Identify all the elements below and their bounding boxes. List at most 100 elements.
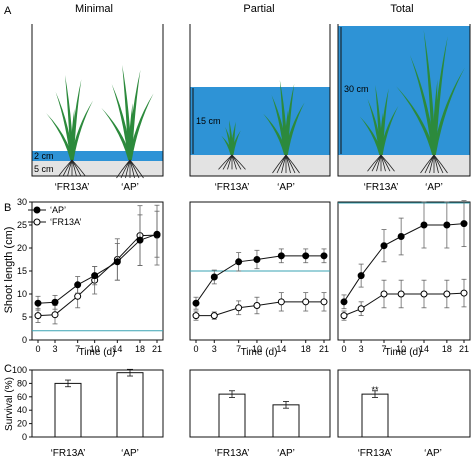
root bbox=[376, 154, 382, 172]
x-tick-label: 0 bbox=[193, 344, 198, 354]
x-tick-label: 7 bbox=[75, 344, 80, 354]
data-point bbox=[74, 292, 82, 300]
leaf bbox=[409, 55, 436, 155]
data-point bbox=[210, 312, 218, 320]
root bbox=[125, 159, 131, 179]
soil-layer bbox=[190, 155, 330, 176]
panel-letter-c: C bbox=[4, 363, 12, 375]
data-point bbox=[420, 221, 428, 229]
genotype-label-fr13a: ‘FR13A’ bbox=[215, 182, 250, 193]
x-tick-label: 0 bbox=[341, 344, 346, 354]
leaf bbox=[55, 92, 74, 160]
x-tick-label: 0 bbox=[35, 344, 40, 354]
y-tick-label: 20 bbox=[17, 419, 27, 429]
genotype-label-ap: ‘AP’ bbox=[425, 182, 443, 193]
data-point bbox=[253, 256, 261, 263]
line-chart-total: 0 3 7 10 14 18 21 bbox=[337, 200, 471, 354]
root bbox=[429, 154, 435, 174]
legend: ‘AP’ ‘FR13A’ bbox=[28, 205, 81, 227]
x-tick-label: 10 bbox=[252, 344, 262, 354]
legend-label-ap: ‘AP’ bbox=[50, 205, 66, 215]
series-ap bbox=[192, 248, 328, 310]
category-label: ‘FR13A’ bbox=[358, 448, 393, 459]
data-point bbox=[34, 312, 42, 320]
genotype-label-ap: ‘AP’ bbox=[121, 182, 139, 193]
leaf bbox=[230, 134, 234, 155]
category-label: ‘FR13A’ bbox=[215, 448, 250, 459]
line-chart-minimal: 0 3 7 10 14 18 21 0 5 10 15 20 25 30 bbox=[17, 197, 164, 354]
data-point bbox=[320, 252, 328, 260]
bar bbox=[218, 393, 246, 438]
series-fr13a bbox=[192, 292, 328, 321]
category-label: ‘AP’ bbox=[277, 448, 295, 459]
root bbox=[380, 154, 395, 172]
treatment-title-total: Total bbox=[390, 3, 413, 15]
leaf bbox=[379, 106, 399, 155]
data-point bbox=[460, 289, 468, 297]
plot-frame bbox=[31, 369, 164, 438]
y-tick-label: 40 bbox=[17, 405, 27, 415]
container-total: 30 cm bbox=[337, 24, 471, 177]
water-layer bbox=[190, 87, 330, 155]
x-tick-label: 3 bbox=[212, 344, 217, 354]
plants bbox=[46, 30, 465, 179]
leaf bbox=[101, 107, 132, 160]
series-fr13a bbox=[340, 278, 468, 321]
rice-plant bbox=[101, 65, 154, 179]
x-tick-label: 18 bbox=[135, 344, 145, 354]
root bbox=[227, 154, 233, 170]
data-point bbox=[51, 298, 59, 306]
x-tick-label: 18 bbox=[442, 344, 452, 354]
data-point bbox=[91, 272, 99, 280]
root bbox=[285, 154, 300, 174]
treatment-title-minimal: Minimal bbox=[75, 3, 113, 15]
panel-b: B Shoot length (cm) Time (d) Time (d) Ti… bbox=[3, 197, 471, 358]
soil-layer bbox=[338, 155, 470, 176]
data-point bbox=[74, 281, 82, 289]
x-tick-label: 3 bbox=[359, 344, 364, 354]
data-point bbox=[235, 304, 243, 312]
leaf bbox=[396, 86, 436, 155]
y-tick-label: 80 bbox=[17, 378, 27, 388]
data-point bbox=[302, 252, 310, 260]
y-tick-label: 100 bbox=[12, 365, 27, 375]
genotype-label-fr13a: ‘FR13A’ bbox=[364, 182, 399, 193]
depth-label-5cm: 5 cm bbox=[34, 164, 54, 174]
data-point bbox=[51, 311, 59, 319]
x-tick-label: 21 bbox=[152, 344, 162, 354]
leaf bbox=[70, 109, 75, 160]
leaf bbox=[128, 93, 154, 160]
leaf bbox=[284, 110, 289, 155]
genotype-label-ap: ‘AP’ bbox=[277, 182, 295, 193]
x-tick-label: 10 bbox=[396, 344, 406, 354]
data-point bbox=[136, 236, 144, 244]
panel-letter-b: B bbox=[4, 202, 11, 214]
y-tick-label: 0 bbox=[22, 432, 27, 442]
y-tick-label: 10 bbox=[17, 289, 27, 299]
y-tick-label: 5 bbox=[22, 312, 27, 322]
y-tick-label: 20 bbox=[17, 243, 27, 253]
container-partial: 15 cm bbox=[189, 24, 331, 177]
legend-label-fr13a: ‘FR13A’ bbox=[50, 217, 81, 227]
series-ap bbox=[34, 210, 161, 311]
series-ap bbox=[340, 200, 468, 310]
root bbox=[231, 154, 246, 170]
bar bbox=[54, 382, 82, 438]
line-chart-partial: 0 3 7 10 14 18 21 bbox=[189, 201, 331, 354]
genotype-label-fr13a: ‘FR13A’ bbox=[55, 182, 90, 193]
plot-frame bbox=[337, 201, 471, 341]
data-point bbox=[113, 258, 121, 266]
bar bbox=[116, 372, 144, 438]
plot-frame bbox=[337, 369, 471, 438]
panel-a: A Minimal Partial Total 2 cm 5 cm 15 cm … bbox=[4, 3, 471, 193]
treatment-title-partial: Partial bbox=[243, 3, 274, 15]
rice-plant bbox=[396, 30, 465, 174]
leaf bbox=[423, 30, 436, 155]
data-point bbox=[443, 290, 451, 298]
plot-frame bbox=[189, 369, 331, 438]
leaf bbox=[111, 84, 132, 160]
root bbox=[71, 159, 86, 177]
leaf bbox=[432, 80, 438, 155]
